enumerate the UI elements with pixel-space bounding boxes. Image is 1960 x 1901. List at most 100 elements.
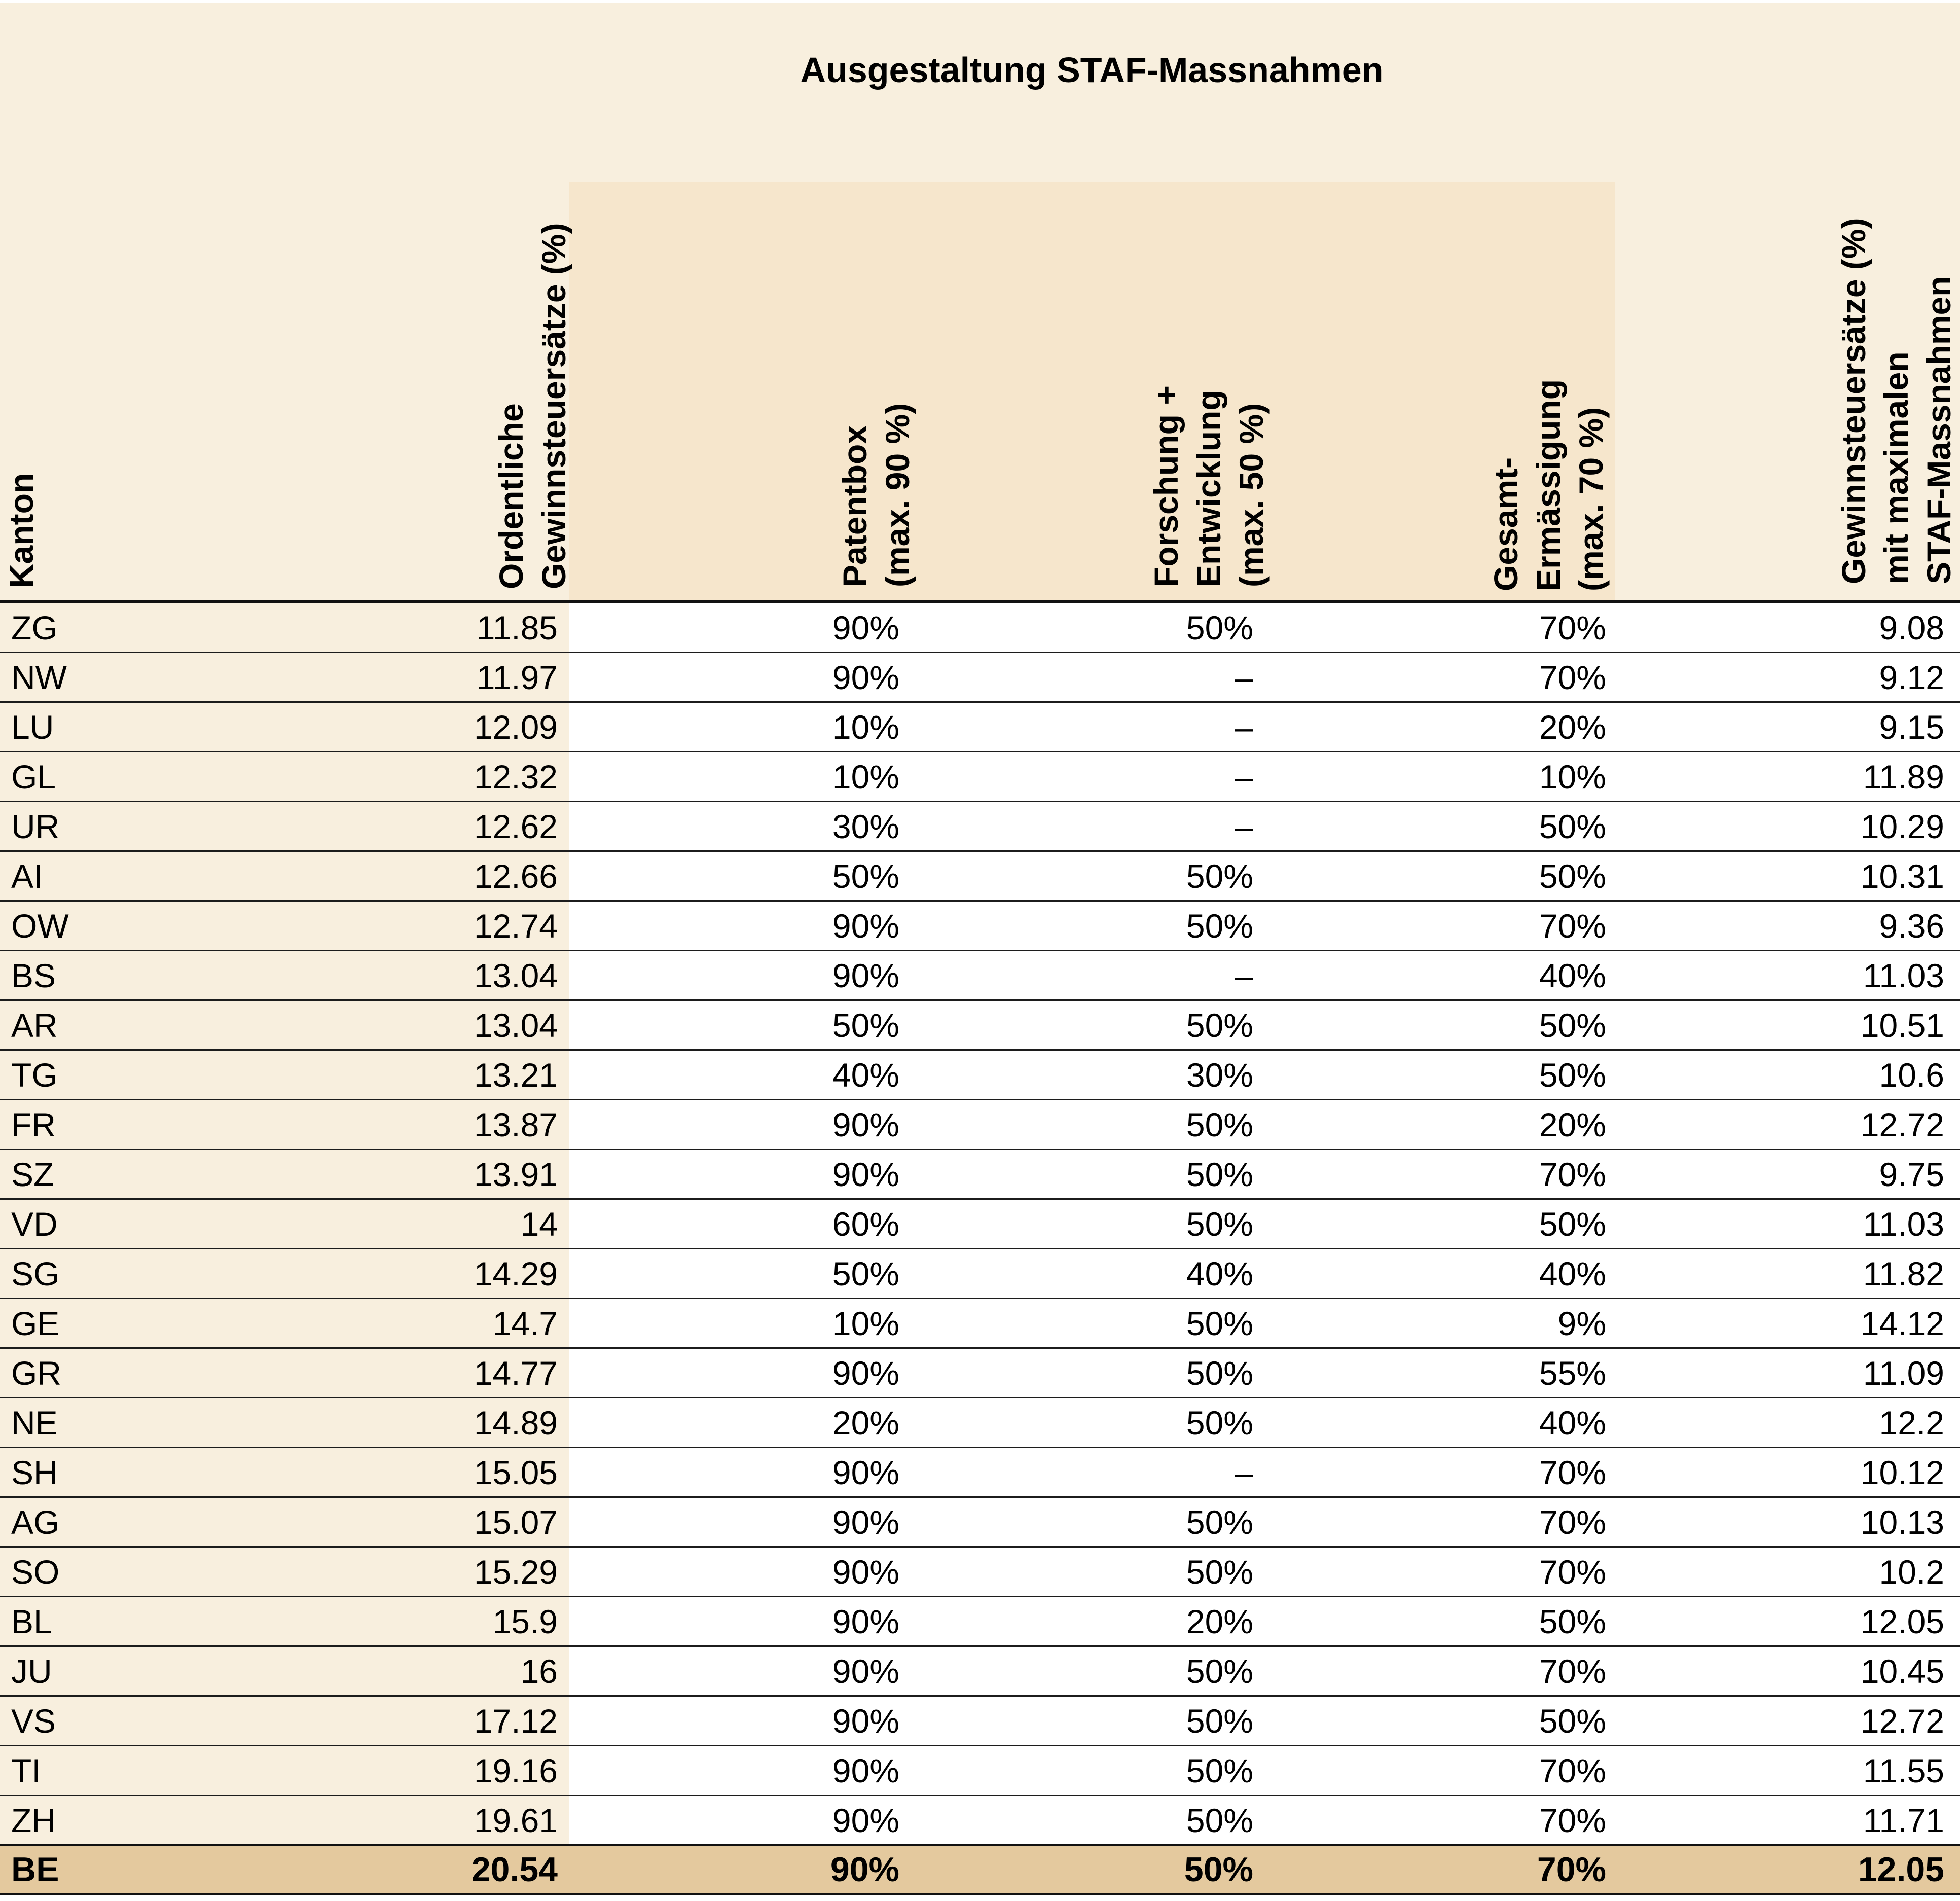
cell-forschung: 50% [1186,1801,1253,1839]
cell-forschung: 30% [1186,1056,1253,1094]
cell-gesamt: 70% [1539,1652,1606,1690]
table-row: TG 13.21 40% 30% 50% 10.6 [0,1049,1960,1099]
column-header-line: (max. 50 %) [1232,403,1270,587]
table-row: NE 14.89 20% 50% 40% 12.2 [0,1397,1960,1447]
cell-mit-staf: 11.55 [1863,1751,1944,1789]
cell-kanton: UR [0,802,127,850]
table-row: NW 11.97 90% – 70% 9.12 [0,652,1960,701]
cell-ordentliche: 13.04 [127,1001,569,1049]
cell-patentbox: 60% [832,1205,899,1243]
cell-forschung: 50% [1186,1105,1253,1143]
cell-ordentliche: 14.7 [127,1299,569,1347]
cell-kanton: ZG [0,603,127,652]
cell-forschung: 40% [1186,1254,1253,1293]
cell-gesamt: 50% [1539,1702,1606,1740]
cell-mit-staf: 11.82 [1863,1254,1944,1293]
table-row: SG 14.29 50% 40% 40% 11.82 [0,1248,1960,1298]
cell-kanton: BE [0,1846,127,1893]
cell-ordentliche: 15.29 [127,1548,569,1596]
cell-mit-staf: 12.05 [1617,1846,1960,1893]
cell-forschung: – [1235,807,1253,845]
cell-ordentliche: 20.54 [127,1846,569,1893]
header-divider-line [0,600,1960,603]
cell-ordentliche: 13.21 [127,1051,569,1099]
cell-forschung: 50% [1186,1205,1253,1243]
cell-kanton: NE [0,1398,127,1447]
column-header-line: STAF-Massnahmen [1920,276,1957,584]
cell-gesamt: 20% [1539,1105,1606,1143]
column-header-line: Gesamt- [1487,457,1525,591]
cell-patentbox: 90% [832,1105,899,1143]
cell-forschung: – [1235,758,1253,796]
table-row: VS 17.12 90% 50% 50% 12.72 [0,1695,1960,1745]
cell-ordentliche: 12.32 [127,752,569,801]
cell-gesamt: 70% [1539,1553,1606,1591]
cell-ordentliche: 15.9 [127,1597,569,1645]
cell-ordentliche: 15.07 [127,1498,569,1546]
cell-mit-staf: 10.45 [1860,1652,1944,1690]
cell-gesamt: 70% [1539,1503,1606,1541]
cell-forschung: 50% [911,1846,1264,1893]
cell-kanton: TI [0,1746,127,1795]
cell-mit-staf: 9.36 [1879,907,1944,945]
cell-patentbox: 50% [832,1006,899,1044]
table-row: ZH 19.61 90% 50% 70% 11.71 [0,1795,1960,1844]
cell-mit-staf: 9.12 [1879,658,1944,696]
cell-gesamt: 50% [1539,1006,1606,1044]
cell-kanton: SH [0,1448,127,1496]
cell-patentbox: 90% [832,1354,899,1392]
cell-ordentliche: 13.04 [127,951,569,999]
cell-mit-staf: 11.03 [1863,1205,1944,1243]
column-header-line: Forschung + [1147,385,1185,587]
column-header-line: (max. 90 %) [879,403,916,587]
table-row: FR 13.87 90% 50% 20% 12.72 [0,1099,1960,1149]
cell-forschung: – [1235,956,1253,994]
cell-mit-staf: 12.72 [1860,1105,1944,1143]
column-header-line: (max. 70 %) [1572,407,1610,591]
cell-gesamt: 40% [1539,1254,1606,1293]
cell-forschung: 50% [1186,1155,1253,1193]
cell-mit-staf: 10.12 [1860,1453,1944,1491]
cell-forschung: 50% [1186,1404,1253,1442]
cell-forschung: 50% [1186,1702,1253,1740]
cell-mit-staf: 14.12 [1860,1304,1944,1342]
table-row: SH 15.05 90% – 70% 10.12 [0,1447,1960,1496]
cell-forschung: 50% [1186,1006,1253,1044]
cell-ordentliche: 12.66 [127,852,569,900]
cell-mit-staf: 12.05 [1860,1602,1944,1640]
cell-mit-staf: 9.15 [1879,708,1944,746]
table-row: VD 14 60% 50% 50% 11.03 [0,1198,1960,1248]
column-header-staf-steuersaetze: Gewinnsteuersätze (%) mit maximalen STAF… [1832,218,1960,584]
cell-kanton: VD [0,1200,127,1248]
column-header-patentbox: Patentbox (max. 90 %) [833,403,919,587]
table-row: GE 14.7 10% 50% 9% 14.12 [0,1298,1960,1347]
cell-mit-staf: 10.13 [1860,1503,1944,1541]
cell-gesamt: 70% [1539,1801,1606,1839]
table-row: LU 12.09 10% – 20% 9.15 [0,701,1960,751]
cell-forschung: 50% [1186,608,1253,647]
cell-patentbox: 90% [832,1801,899,1839]
cell-forschung: – [1235,708,1253,746]
table-row: JU 16 90% 50% 70% 10.45 [0,1645,1960,1695]
cell-forschung: 50% [1186,857,1253,895]
cell-forschung: 50% [1186,1652,1253,1690]
table-row: SO 15.29 90% 50% 70% 10.2 [0,1546,1960,1596]
cell-forschung: 50% [1186,1503,1253,1541]
cell-mit-staf: 10.29 [1860,807,1944,845]
cell-ordentliche: 14.89 [127,1398,569,1447]
cell-mit-staf: 11.03 [1863,956,1944,994]
cell-patentbox: 40% [832,1056,899,1094]
cell-patentbox: 90% [832,1702,899,1740]
cell-ordentliche: 14.29 [127,1249,569,1298]
cell-gesamt: 20% [1539,708,1606,746]
cell-patentbox: 10% [832,758,899,796]
cell-ordentliche: 17.12 [127,1697,569,1745]
cell-mit-staf: 11.71 [1863,1801,1944,1839]
cell-kanton: AR [0,1001,127,1049]
cell-kanton: BL [0,1597,127,1645]
cell-mit-staf: 10.51 [1860,1006,1944,1044]
cell-patentbox: 90% [832,907,899,945]
table-row: ZG 11.85 90% 50% 70% 9.08 [0,603,1960,652]
table-row: OW 12.74 90% 50% 70% 9.36 [0,900,1960,950]
table-row: GL 12.32 10% – 10% 11.89 [0,751,1960,801]
